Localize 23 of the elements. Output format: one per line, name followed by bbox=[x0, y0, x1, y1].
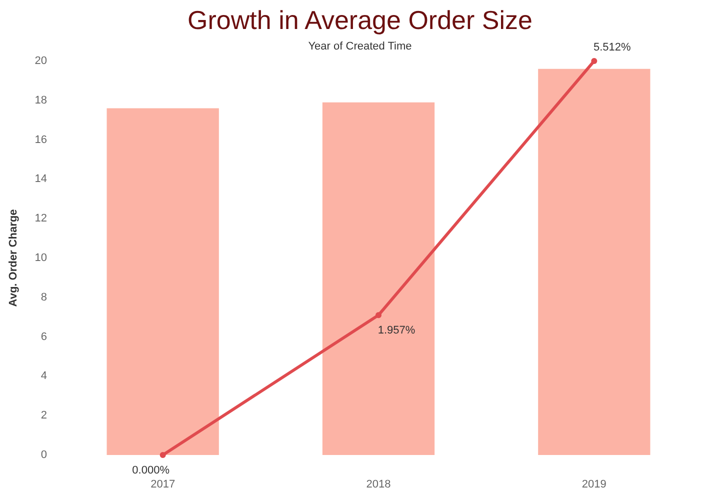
x-tick-label: 2017 bbox=[150, 478, 176, 490]
y-tick-label: 2 bbox=[40, 410, 47, 422]
data-label: 5.512% bbox=[594, 42, 632, 54]
y-tick-label: 14 bbox=[34, 173, 47, 186]
x-axis-title: Year of Created Time bbox=[308, 40, 412, 52]
bar bbox=[106, 108, 219, 455]
x-tick-label: 2019 bbox=[582, 478, 606, 490]
y-tick-label: 4 bbox=[40, 370, 47, 382]
y-tick-label: 18 bbox=[34, 94, 47, 106]
y-tick-label: 16 bbox=[34, 134, 47, 146]
bar bbox=[322, 102, 435, 455]
bar bbox=[538, 68, 650, 455]
y-tick-label: 12 bbox=[34, 212, 47, 225]
data-label: 1.957% bbox=[378, 324, 416, 337]
y-tick-label: 0 bbox=[40, 449, 47, 461]
data-label: 0.000% bbox=[132, 464, 170, 476]
y-tick-label: 20 bbox=[34, 55, 47, 67]
y-axis-title: Avg. Order Charge bbox=[8, 209, 20, 307]
chart-title: Growth in Average Order Size bbox=[188, 5, 532, 35]
y-tick-label: 10 bbox=[34, 252, 47, 264]
y-tick-label: 6 bbox=[40, 330, 47, 343]
x-tick-label: 2018 bbox=[366, 478, 391, 490]
y-tick-label: 8 bbox=[40, 291, 47, 304]
